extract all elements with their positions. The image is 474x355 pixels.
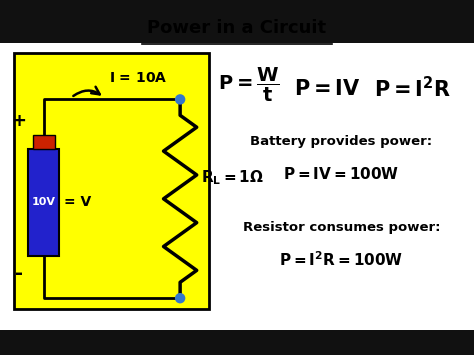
Text: $\mathbf{P = IV = 100W}$: $\mathbf{P = IV = 100W}$ — [283, 166, 400, 182]
Text: Battery provides power:: Battery provides power: — [250, 136, 432, 148]
Ellipse shape — [175, 293, 185, 304]
Text: $\mathbf{P = \dfrac{W}{t}}$: $\mathbf{P = \dfrac{W}{t}}$ — [218, 66, 280, 104]
Text: Resistor consumes power:: Resistor consumes power: — [243, 221, 440, 234]
Text: Power in a Circuit: Power in a Circuit — [147, 20, 327, 37]
Text: = V: = V — [64, 195, 91, 209]
Bar — [0, 330, 474, 355]
Text: -: - — [15, 264, 23, 283]
Bar — [0, 43, 474, 330]
Text: $\mathbf{R_L=1\Omega}$: $\mathbf{R_L=1\Omega}$ — [201, 168, 264, 187]
Bar — [33, 135, 55, 149]
Bar — [0, 0, 474, 43]
Text: $\mathbf{P = I^2R}$: $\mathbf{P = I^2R}$ — [374, 76, 452, 101]
Text: $\mathbf{P = I^2R = 100W}$: $\mathbf{P = I^2R = 100W}$ — [279, 250, 403, 268]
Text: $\mathbf{I}$ = 10A: $\mathbf{I}$ = 10A — [109, 71, 167, 85]
Bar — [28, 149, 59, 256]
Bar — [14, 53, 209, 309]
Text: +: + — [11, 112, 27, 130]
Text: $\mathbf{P = IV}$: $\mathbf{P = IV}$ — [294, 79, 361, 99]
Text: 10V: 10V — [32, 197, 56, 207]
Ellipse shape — [175, 94, 185, 105]
